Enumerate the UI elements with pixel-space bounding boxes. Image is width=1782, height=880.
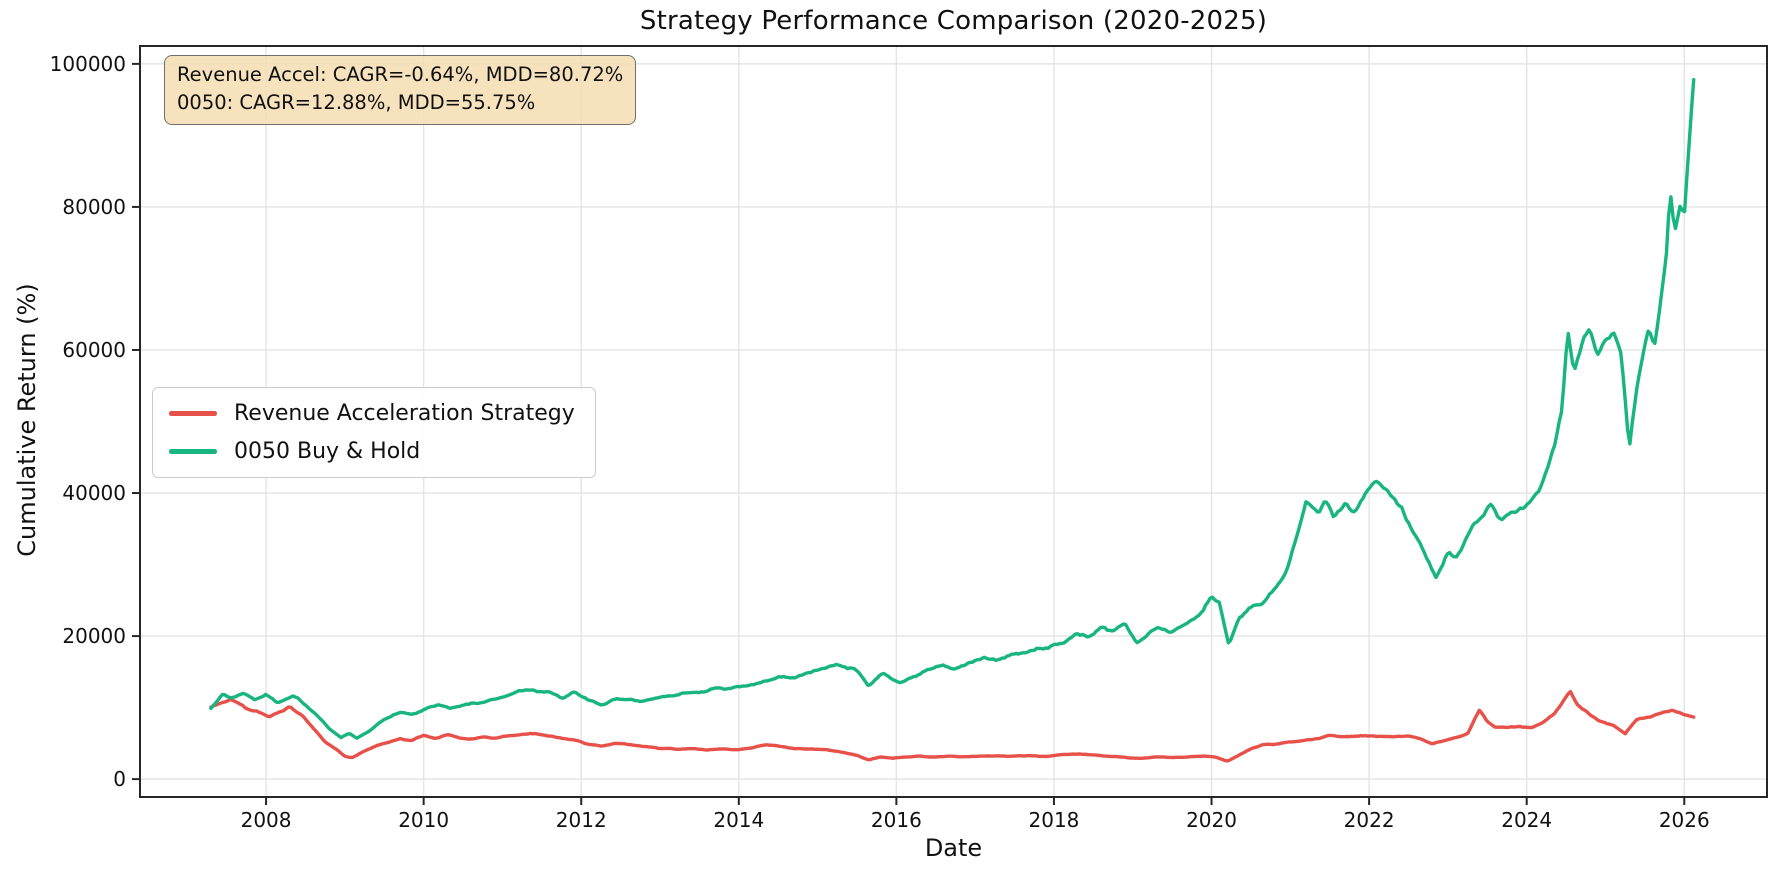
stats-annotation-line-1: Revenue Accel: CAGR=-0.64%, MDD=80.72% [177, 63, 624, 86]
legend-label-revenue-accel: Revenue Acceleration Strategy [234, 401, 575, 426]
legend-item-0050-buy-hold: 0050 Buy & Hold [169, 439, 575, 464]
axes-spines [139, 45, 1768, 798]
x-tick-label: 2012 [556, 808, 607, 832]
x-tick-label: 2014 [713, 808, 764, 832]
x-tick-label: 2022 [1344, 808, 1395, 832]
legend-item-revenue-accel: Revenue Acceleration Strategy [169, 401, 575, 426]
y-tick-label: 60000 [62, 338, 126, 362]
x-axis-label: Date [924, 834, 983, 862]
y-tick-label: 80000 [62, 195, 126, 219]
chart-title: Strategy Performance Comparison (2020-20… [639, 6, 1268, 36]
x-tick-label: 2008 [241, 808, 292, 832]
series-line-revenue-accel [209, 690, 1696, 763]
y-axis-label: Cumulative Return (%) [13, 283, 41, 557]
stats-annotation-line-2: 0050: CAGR=12.88%, MDD=55.75% [177, 91, 536, 115]
legend-swatch-green-line [169, 449, 217, 454]
x-tick-label: 2010 [398, 808, 449, 832]
legend-swatch-red-line [169, 411, 217, 416]
axis-ticks: 2008 2010 2012 2014 2016 2018 2020 2022 2024 2026… [50, 52, 1710, 832]
y-tick-label: 20000 [62, 624, 126, 648]
y-tick-label: 100000 [50, 52, 126, 76]
x-tick-label: 2016 [871, 808, 922, 832]
x-tick-label: 2018 [1029, 808, 1080, 832]
x-tick-label: 2024 [1501, 808, 1552, 832]
grid-lines [140, 46, 1767, 797]
legend-label-0050-buy-hold: 0050 Buy & Hold [234, 439, 421, 464]
legend: Revenue Acceleration Strategy 0050 Buy &… [152, 387, 596, 478]
series-lines [209, 78, 1696, 763]
stats-annotation-box: Revenue Accel: CAGR=-0.64%, MDD=80.72% 0… [164, 55, 637, 125]
y-tick-label: 40000 [62, 481, 126, 505]
y-tick-label: 0 [113, 767, 126, 791]
x-tick-label: 2026 [1659, 808, 1710, 832]
x-tick-label: 2020 [1186, 808, 1237, 832]
series-line-0050-buy-hold [209, 78, 1696, 740]
